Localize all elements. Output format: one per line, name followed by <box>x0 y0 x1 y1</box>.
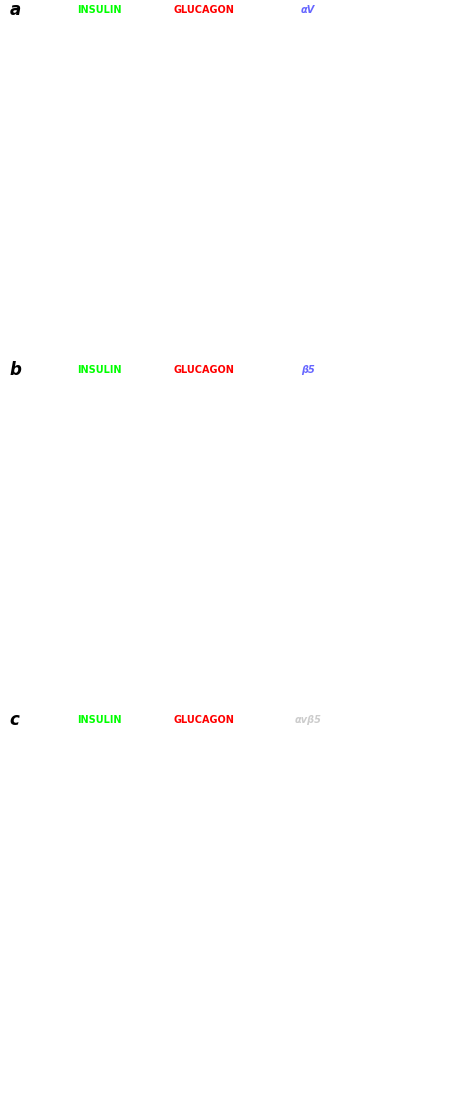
Text: a: a <box>9 1 21 19</box>
Text: Merge: Merge <box>395 4 430 15</box>
Text: T1D-2: T1D-2 <box>36 652 45 676</box>
Text: Merge: Merge <box>395 365 430 376</box>
Text: T1D-1: T1D-1 <box>36 539 45 562</box>
Text: αV: αV <box>301 4 315 15</box>
Text: GLUCAGON: GLUCAGON <box>173 365 234 376</box>
Text: Control-1: Control-1 <box>36 58 45 95</box>
Text: c: c <box>9 711 19 730</box>
Text: INSULIN: INSULIN <box>77 365 122 376</box>
Text: β5: β5 <box>301 365 315 376</box>
Text: b: b <box>9 361 21 379</box>
Text: T1D-1: T1D-1 <box>36 179 45 202</box>
Text: GLUCAGON: GLUCAGON <box>173 4 234 15</box>
Text: T1D-1: T1D-1 <box>36 899 45 922</box>
Text: Merge: Merge <box>395 715 430 725</box>
Text: T1D-2: T1D-2 <box>36 1019 45 1042</box>
Text: T1D-2: T1D-2 <box>36 292 45 315</box>
Text: GLUCAGON: GLUCAGON <box>173 715 234 725</box>
Text: Control-1: Control-1 <box>36 773 45 809</box>
Text: INSULIN: INSULIN <box>77 4 122 15</box>
Text: INSULIN: INSULIN <box>77 715 122 725</box>
Text: Control-1: Control-1 <box>36 419 45 455</box>
Text: αvβ5: αvβ5 <box>295 715 321 725</box>
